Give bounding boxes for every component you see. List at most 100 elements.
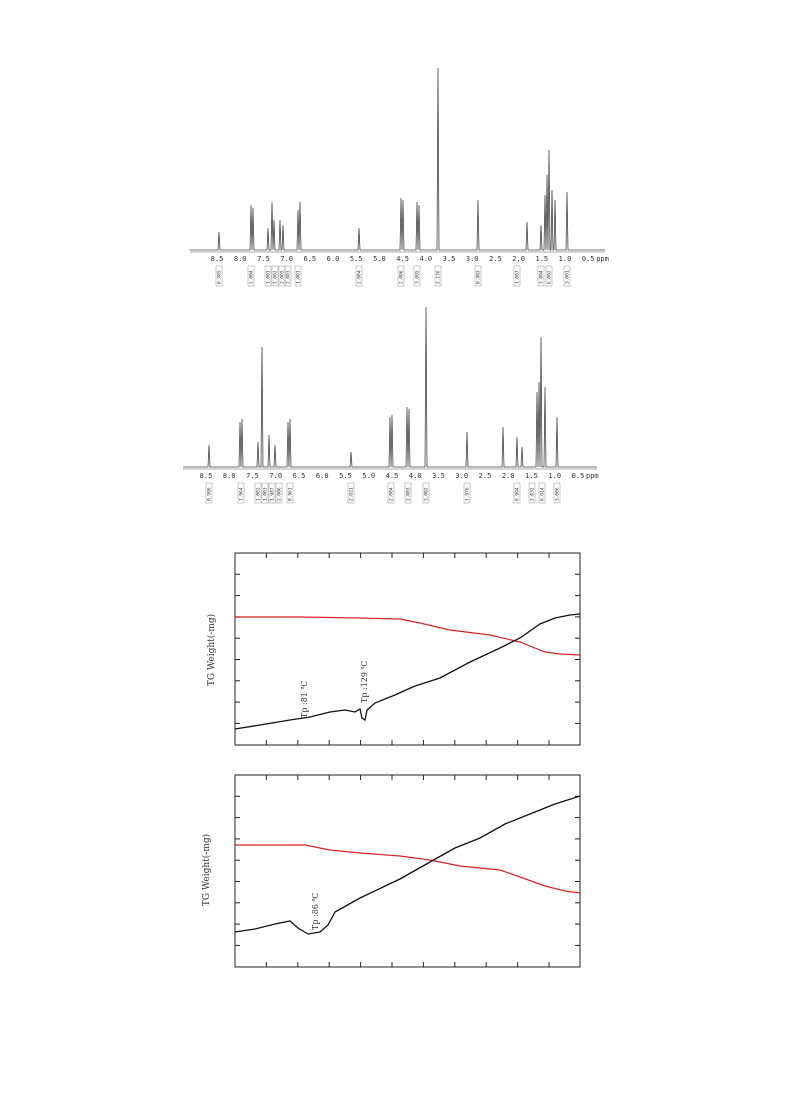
integral-box: [513, 482, 521, 504]
spectrum-trace: [190, 67, 605, 251]
axis-label: 7.0: [269, 472, 282, 480]
dsc-curve: [234, 795, 581, 935]
integral-box: [434, 265, 442, 287]
axis-label: 2.5: [479, 472, 492, 480]
integral-value: 0.983: [476, 270, 482, 284]
integral-value: 1.001: [266, 270, 272, 284]
spectrum-trace: [183, 306, 597, 468]
integral-box: [528, 482, 536, 504]
integral-value: 2.176: [436, 270, 442, 284]
integral-box: [387, 482, 395, 504]
integral-value: 2.005: [280, 270, 286, 284]
integral-value: 0.994: [515, 487, 521, 501]
integral-value: 1.003: [263, 487, 269, 501]
integral-box: [271, 265, 279, 287]
axis-label: 4.5: [386, 472, 399, 480]
integral-box: [275, 482, 283, 504]
annotation: Tp :81 ℃: [300, 681, 309, 718]
integral-value: 3.001: [565, 270, 571, 284]
axis-label: 1.5: [535, 255, 548, 263]
nmr-spectrum: 8.5 8.0 7.5 7.0 6.5 6.0 5.5 5.0 4.5 4.0 3.5 3.0 2.5 2…: [183, 306, 599, 504]
axis-label: 8.5: [200, 472, 213, 480]
chart-frame: [234, 552, 581, 746]
integral-value: 2.021: [349, 487, 355, 501]
integral-box: [537, 265, 545, 287]
axis-label: 1.0: [548, 472, 561, 480]
integral-box: [254, 482, 262, 504]
y-axis-label: TG Weight(-mg): [201, 834, 212, 906]
integral-value: 0.961: [288, 487, 294, 501]
axis-label: 0.5: [572, 472, 585, 480]
integral-box: [538, 482, 546, 504]
integral-value: 1.001: [296, 270, 302, 284]
dsc-curve: [234, 613, 581, 730]
tg-chart: TG Weight(-mg) Tp :81 ℃ Tp :129 ℃: [206, 552, 581, 746]
integral-box: [347, 482, 355, 504]
axis-label: 2.5: [489, 255, 502, 263]
axis-label: 2.0: [512, 255, 525, 263]
integral-box: [237, 482, 245, 504]
integral-box: [261, 482, 269, 504]
axis-label: 3.5: [443, 255, 456, 263]
axis-label: 1.0: [559, 255, 572, 263]
axis-label: 6.5: [293, 472, 306, 480]
integral-value: 6.002: [547, 270, 553, 284]
axis-label: 4.5: [396, 255, 409, 263]
integral-value: 1.987: [270, 487, 276, 501]
annotation: Tp :129 ℃: [360, 660, 369, 703]
axis-label: 8.5: [211, 255, 224, 263]
axis-label: 4.0: [409, 472, 422, 480]
integral-box: [545, 265, 553, 287]
axis-label: 1.5: [525, 472, 538, 480]
integral-box: [404, 482, 412, 504]
axis-unit: ppm: [596, 255, 609, 263]
axis-label: 6.0: [316, 472, 329, 480]
axis-label: 5.0: [362, 472, 375, 480]
integral-box: [463, 482, 471, 504]
integral-value: 1.964: [239, 487, 245, 501]
integral-value: 2.004: [389, 487, 395, 501]
integral-box: [513, 265, 521, 287]
axis-label: 4.0: [419, 255, 432, 263]
axis-label: 0.5: [582, 255, 595, 263]
tg-curve: [235, 844, 581, 894]
integral-box: [205, 482, 213, 504]
axis-label: 5.5: [350, 255, 363, 263]
integral-value: 2.006: [277, 487, 283, 501]
annotation: Tp :86 ℃: [311, 893, 320, 930]
y-axis-label: TG Weight(-mg): [206, 614, 217, 686]
integral-box: [284, 265, 292, 287]
axis-label: 7.5: [257, 255, 270, 263]
axis-label: 8.0: [234, 255, 247, 263]
chart-frame: [234, 774, 581, 968]
integral-box: [215, 265, 223, 287]
integral-box: [474, 265, 482, 287]
integral-box: [294, 265, 302, 287]
integral-box: [413, 265, 421, 287]
axis-label: 5.0: [373, 255, 386, 263]
axis-label: 6.5: [303, 255, 316, 263]
integral-value: 3.002: [424, 487, 430, 501]
integral-value: 3.006: [555, 487, 561, 501]
integral-box: [247, 265, 255, 287]
axis-unit: ppm: [586, 472, 599, 480]
integral-box: [268, 482, 276, 504]
axis-label: 7.0: [280, 255, 293, 263]
integral-value: 2.004: [357, 270, 363, 284]
axis-label: 5.5: [339, 472, 352, 480]
integral-value: 0.986: [207, 487, 213, 501]
integral-box: [553, 482, 561, 504]
axis-label: 3.0: [466, 255, 479, 263]
integral-value: 6.014: [540, 487, 546, 501]
integral-box: [422, 482, 430, 504]
frame-ticks: [235, 553, 580, 745]
nmr-spectrum: 8.5 8.0 7.5 7.0 6.5 6.0 5.5 5.0 4.5 4.0 3.5 3.0 2.5 2…: [190, 67, 609, 287]
axis-label: 3.0: [455, 472, 468, 480]
integral-value: 3.004: [539, 270, 545, 284]
integral-value: 3.032: [530, 487, 536, 501]
axis-label: 3.5: [432, 472, 445, 480]
integral-box: [563, 265, 571, 287]
integral-value: 2.006: [399, 270, 405, 284]
integral-value: 1.002: [273, 270, 279, 284]
